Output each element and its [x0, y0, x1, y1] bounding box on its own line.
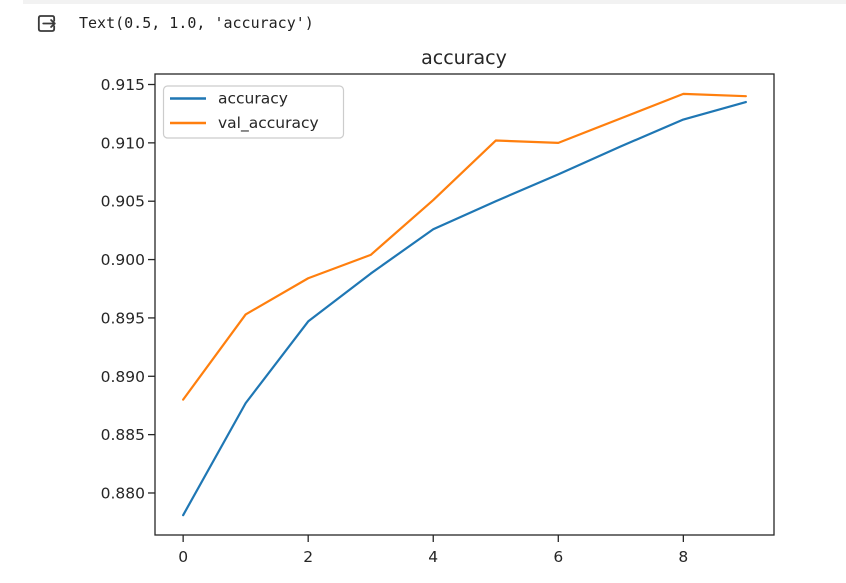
- legend-box: [162, 85, 345, 139]
- y-axis-tick-label: 0.890: [101, 368, 145, 386]
- legend-label-val-accuracy: val_accuracy: [218, 114, 319, 133]
- plot-area: 0.880 0.885 0.890 0.895 0.900 0.905 0.910 0.915…: [101, 73, 775, 566]
- legend: accuracy val_accuracy: [162, 85, 345, 139]
- x-axis-tick-label: 8: [678, 548, 688, 566]
- output-text: Text(0.5, 1.0, 'accuracy'): [79, 14, 314, 32]
- output-arrow-icon: [37, 15, 56, 32]
- cell-divider: [23, 0, 846, 4]
- y-axis-tick-label: 0.905: [101, 193, 145, 211]
- series-line-accuracy: [182, 100, 747, 517]
- chart-title: accuracy: [421, 47, 507, 69]
- y-axis-tick-label: 0.915: [101, 76, 145, 94]
- y-axis-tick-label: 0.910: [101, 134, 145, 152]
- y-axis-tick-label: 0.880: [101, 484, 145, 502]
- y-axis-tick-label: 0.895: [101, 309, 145, 327]
- x-axis-tick-label: 0: [178, 548, 188, 566]
- legend-label-accuracy: accuracy: [218, 90, 288, 108]
- y-axis-tick-label: 0.900: [101, 251, 145, 269]
- series-line-val_accuracy: [182, 92, 747, 401]
- execution-output-row: Text(0.5, 1.0, 'accuracy'): [35, 12, 314, 35]
- plot-spines: [154, 73, 775, 536]
- x-axis-tick-label: 6: [553, 548, 563, 566]
- x-axis-tick-label: 2: [303, 548, 313, 566]
- x-axis-tick-label: 4: [428, 548, 438, 566]
- y-axis-tick-label: 0.885: [101, 426, 145, 444]
